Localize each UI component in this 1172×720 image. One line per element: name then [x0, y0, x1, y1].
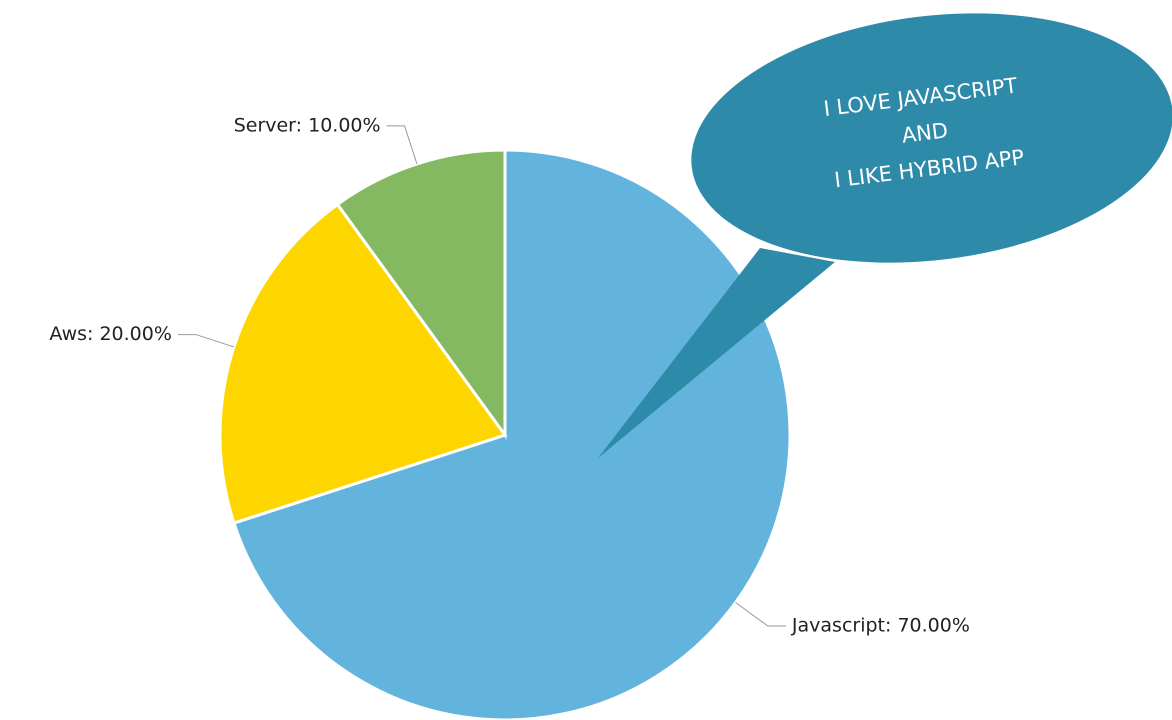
bubble-text: AND	[900, 118, 949, 147]
slice-label: Javascript: 70.00%	[791, 615, 970, 637]
slice-label: Server: 10.00%	[234, 114, 381, 136]
pie	[218, 148, 792, 720]
leader-line	[735, 602, 786, 627]
leader-line	[386, 125, 418, 165]
bubble-tail	[598, 248, 835, 458]
slice-label: Aws: 20.00%	[49, 323, 172, 345]
bubble-body	[691, 13, 1172, 263]
labels: Javascript: 70.00% Aws: 20.00% Server: 10.…	[49, 114, 970, 636]
pie-slice	[335, 148, 507, 440]
leader-line	[177, 334, 235, 348]
